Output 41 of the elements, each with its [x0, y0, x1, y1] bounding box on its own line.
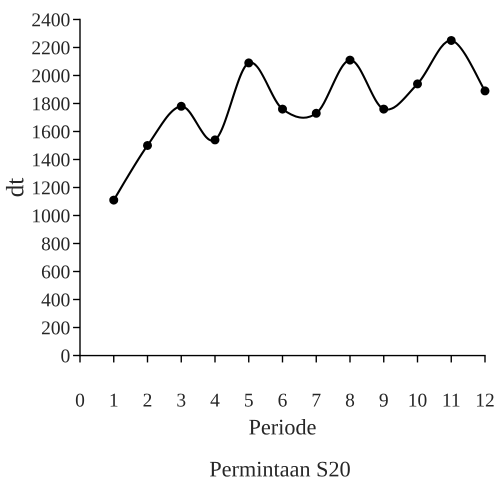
x-tick-label: 6	[278, 394, 287, 407]
y-tick-label: 2000	[32, 69, 70, 82]
text: Permintaan S20	[210, 462, 350, 477]
y-tick-label: 1000	[33, 209, 70, 222]
point	[480, 86, 490, 96]
y-tick-label: 800	[42, 237, 70, 250]
y-axis-title: dt	[6, 178, 24, 196]
point	[278, 104, 287, 114]
point	[446, 36, 456, 45]
y-tick-label: 1200	[33, 181, 70, 194]
y-tick-label: 1800	[33, 97, 70, 110]
x-tick-label: 3	[177, 394, 186, 407]
point	[176, 102, 186, 111]
x-tick-label: 0	[76, 394, 84, 407]
x-tick-label: 2	[143, 394, 152, 407]
x-axis-title: Periode	[249, 418, 316, 435]
y-tick-label: 2200	[32, 41, 70, 54]
point	[346, 56, 354, 65]
y-tick-label: 200	[42, 321, 70, 334]
x-tick-label: 4	[210, 394, 220, 407]
point	[379, 104, 388, 114]
x-tick-label: 8	[346, 394, 354, 407]
x-tick-label: 7	[312, 394, 321, 407]
x-tick-label: 11	[444, 394, 460, 407]
x-tick-label: 1	[110, 394, 118, 407]
x-tick-label: 10	[409, 394, 426, 407]
point	[244, 58, 254, 68]
point	[210, 135, 220, 144]
x-tick-label: 9	[380, 394, 388, 407]
y-tick-label: 1400	[33, 153, 70, 166]
x-tick-label: 12	[476, 394, 494, 407]
y-tick-label: 1600	[33, 125, 70, 138]
x-tick-label: 5	[245, 394, 253, 407]
y-tick-label: 600	[42, 265, 70, 278]
point	[109, 196, 118, 205]
point	[143, 140, 152, 150]
y-tick-label: 2400	[32, 13, 70, 26]
y-tick-label: 0	[61, 349, 70, 362]
point	[312, 108, 321, 118]
y-tick-label: 400	[41, 293, 70, 306]
point	[413, 79, 422, 88]
